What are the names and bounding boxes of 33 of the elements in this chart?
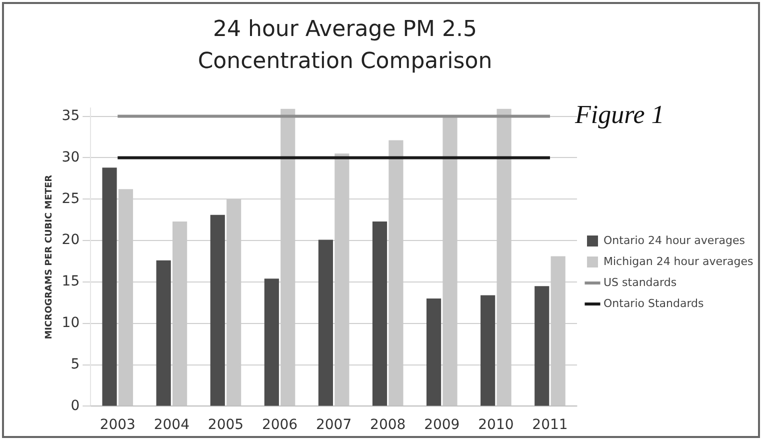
bar (318, 240, 333, 406)
x-tick-label: 2008 (370, 417, 406, 434)
x-tick-label: 2010 (478, 417, 514, 434)
y-axis-title: MICROGRAMS PER CUBIC METER (44, 174, 55, 340)
x-tick-label: 2006 (262, 417, 298, 434)
y-tick-label: 20 (62, 232, 80, 248)
y-tick-label: 0 (70, 398, 80, 414)
bar (480, 295, 496, 406)
bar (372, 221, 388, 406)
bar (210, 214, 225, 406)
bar (534, 286, 550, 406)
y-tick-label: 5 (70, 356, 80, 372)
legend-label: Ontario 24 hour averages (604, 234, 746, 247)
annotation: Figure 1 (575, 100, 664, 130)
x-tick-label: 2005 (208, 417, 244, 434)
x-tick-label: 2003 (100, 417, 136, 434)
bar (102, 168, 117, 406)
x-tick-label: 2011 (532, 417, 568, 434)
y-tick-label: 25 (62, 190, 80, 207)
y-tick-label: 10 (62, 315, 80, 332)
bar (264, 278, 279, 406)
legend-label: Ontario Standards (604, 296, 704, 310)
y-tick-label: 35 (62, 108, 80, 124)
x-tick-label: 2007 (316, 417, 352, 434)
x-tick-label: 2004 (154, 417, 190, 434)
bar (426, 298, 442, 406)
legend-label: US standards (604, 276, 677, 289)
y-tick-label: 15 (62, 274, 80, 290)
bar (156, 260, 171, 406)
chart-title: 24 hour Average PM 2.5 Concentration Comparison (196, 16, 494, 76)
x-tick-label: 2009 (424, 417, 460, 434)
legend-label: Michigan 24 hour averages (604, 254, 754, 268)
y-tick-label: 30 (62, 149, 80, 166)
